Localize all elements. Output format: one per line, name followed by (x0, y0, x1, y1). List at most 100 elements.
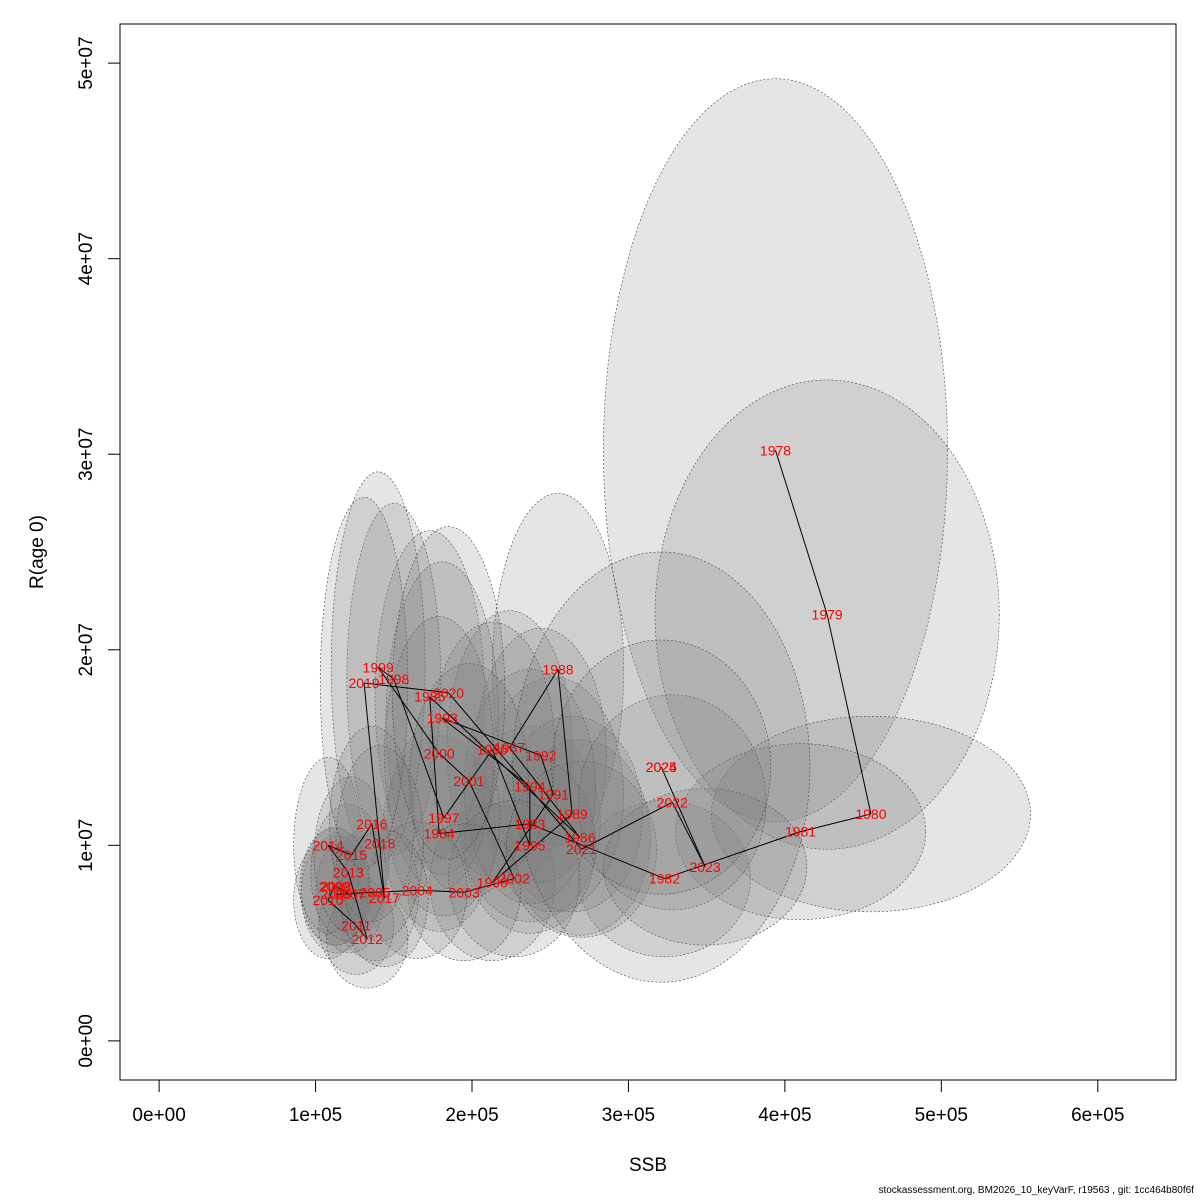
segment-1991-1992 (540, 755, 554, 795)
year-label-1980: 1980 (855, 806, 886, 822)
x-tick-label: 0e+00 (132, 1105, 185, 1126)
year-label-2016: 2016 (356, 816, 387, 832)
year-label-2000: 2000 (424, 745, 455, 761)
segment-1979-1980 (826, 614, 872, 815)
year-label-1996: 1996 (477, 742, 508, 758)
y-axis: 0e+00 1e+07 2e+07 3e+07 4e+07 5e+07 (76, 36, 121, 1068)
segment-2014-2015 (327, 844, 352, 856)
y-tick-label: 0e+00 (76, 1014, 97, 1067)
x-tick-label: 5e+05 (915, 1105, 968, 1126)
segment-1984-1985 (429, 696, 440, 834)
segment-2009-2010 (327, 886, 335, 901)
year-label-2002: 2002 (499, 871, 530, 887)
trajectory-path (327, 450, 872, 940)
year-label-1990: 1990 (477, 874, 508, 890)
uncertainty-ellipses (293, 78, 1031, 989)
segment-1997-1998 (393, 678, 445, 819)
year-label-1982: 1982 (649, 871, 680, 887)
segment-2011-2012 (355, 925, 368, 940)
year-label-2023: 2023 (690, 859, 721, 875)
year-label-1989: 1989 (557, 806, 588, 822)
x-tick-label: 4e+05 (758, 1105, 811, 1126)
segment-1981-1982 (664, 831, 801, 880)
year-label-2015: 2015 (336, 847, 367, 863)
segment-1987-1988 (509, 669, 559, 748)
year-label-1981: 1981 (785, 824, 816, 840)
segment-2016-2017 (371, 823, 385, 899)
year-label-1998: 1998 (378, 671, 409, 687)
year-label-1979: 1979 (812, 607, 843, 623)
ellipse-2024 (512, 551, 811, 983)
segment-2012-2013 (347, 872, 368, 940)
year-label-1986: 1986 (564, 830, 595, 846)
segment-1986-1987 (509, 747, 581, 838)
x-tick-label: 1e+05 (289, 1105, 342, 1126)
year-label-2010: 2010 (312, 892, 343, 908)
segment-1992-1993 (442, 717, 542, 756)
year-label-2022: 2022 (657, 794, 688, 810)
year-label-2008: 2008 (320, 878, 351, 894)
segment-2007-2008 (335, 885, 351, 895)
year-label-2025: 2025 (646, 759, 677, 775)
segment-1980-1981 (800, 813, 872, 833)
year-label-1985: 1985 (414, 689, 445, 705)
segment-1989-1990 (492, 813, 573, 883)
year-labels: 1978 1979 1980 1981 1982 1983 1984 1985 1986 1987… (312, 442, 886, 947)
segment-1996-1997 (443, 749, 493, 819)
segment-2000-2001 (438, 753, 470, 782)
year-label-2004: 2004 (402, 882, 433, 898)
segment-1990-1991 (491, 794, 554, 883)
x-axis-title: SSB (629, 1155, 667, 1176)
year-label-2020: 2020 (433, 685, 464, 701)
segment-1983-1984 (439, 823, 530, 835)
y-axis-title: R(age 0) (27, 515, 48, 589)
year-label-2011: 2011 (341, 918, 371, 934)
footer-note: stockassessment.org, BM2026_10_keyVarF, … (878, 1185, 1194, 1196)
segment-1995-1996 (491, 749, 531, 846)
segment-1993-1994 (441, 717, 531, 788)
year-label-1991: 1991 (538, 786, 569, 802)
segment-2001-2002 (468, 780, 515, 879)
year-label-1987: 1987 (494, 740, 525, 756)
segment-2018-2019 (363, 682, 381, 844)
year-label-1992: 1992 (525, 747, 556, 763)
year-label-1994: 1994 (514, 779, 545, 795)
segment-2022-2023 (671, 802, 706, 868)
year-label-1995: 1995 (514, 837, 545, 853)
y-tick-label: 3e+07 (76, 428, 97, 481)
x-tick-label: 6e+05 (1071, 1105, 1124, 1126)
year-label-2006: 2006 (320, 886, 351, 902)
x-axis: 0e+00 1e+05 2e+05 3e+05 4e+05 5e+05 6e+05 (132, 1079, 1124, 1126)
year-label-2003: 2003 (449, 884, 480, 900)
segment-2003-2004 (417, 889, 465, 893)
y-tick-label: 2e+07 (76, 623, 97, 676)
segment-2004-2005 (374, 889, 418, 893)
y-tick-label: 5e+07 (76, 36, 97, 89)
year-label-1978: 1978 (760, 442, 791, 458)
segment-2023-2024 (660, 766, 706, 868)
year-label-2013: 2013 (333, 865, 364, 881)
year-label-1997: 1997 (428, 810, 459, 826)
segment-1998-1999 (377, 666, 395, 680)
year-label-1988: 1988 (542, 661, 573, 677)
segment-2015-2016 (351, 823, 373, 856)
year-label-1993: 1993 (427, 710, 458, 726)
x-tick-label: 2e+05 (445, 1105, 498, 1126)
year-label-2014: 2014 (312, 837, 343, 853)
year-label-2018: 2018 (364, 835, 395, 851)
year-label-1999: 1999 (363, 659, 394, 675)
x-tick-label: 3e+05 (602, 1105, 655, 1126)
segment-2021-2022 (581, 801, 673, 850)
year-label-2007: 2007 (334, 886, 365, 902)
year-label-2001: 2001 (453, 773, 484, 789)
segment-1999-2000 (377, 667, 440, 754)
year-label-2009: 2009 (319, 878, 350, 894)
year-label-2024: 2024 (646, 759, 677, 775)
year-label-2005: 2005 (359, 884, 390, 900)
y-tick-label: 1e+07 (76, 819, 97, 872)
segment-1978-1979 (775, 450, 828, 615)
year-label-2019: 2019 (348, 675, 379, 691)
y-tick-label: 4e+07 (76, 232, 97, 285)
segment-2017-2018 (379, 843, 385, 899)
year-label-2012: 2012 (352, 931, 383, 947)
